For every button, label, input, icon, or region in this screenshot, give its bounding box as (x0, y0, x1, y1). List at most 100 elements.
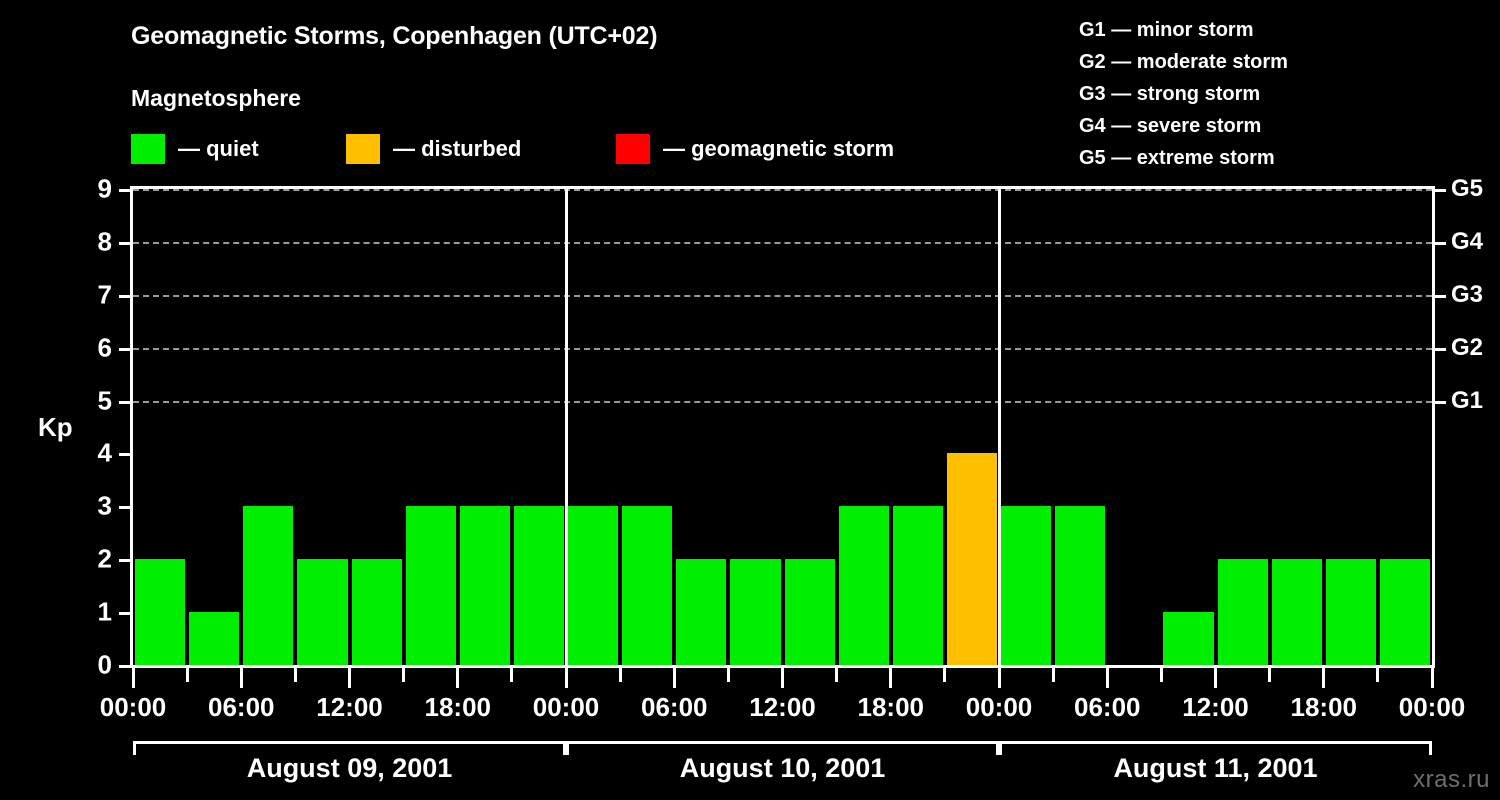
y-tick-7 (119, 294, 130, 298)
x-tick-10 (672, 668, 676, 688)
date-bracket-3 (999, 741, 1432, 755)
x-tick-19 (1159, 668, 1163, 682)
x-tick-label-7: 18:00 (857, 692, 925, 722)
bar-kp-bin-13 (838, 506, 889, 665)
date-bracket-2 (566, 741, 999, 755)
g-scale-legend: G1 — minor storm G2 — moderate storm G3 — … (1079, 14, 1288, 174)
x-tick-0 (131, 668, 135, 688)
y-tick-label-5: 5 (97, 385, 112, 416)
x-tick-6 (456, 668, 460, 688)
quiet-legend-label: — quiet (178, 136, 259, 161)
y-tick-label-0: 0 (97, 649, 112, 680)
gridline-kp-9 (133, 189, 1432, 191)
g-legend-row-3: G3 — strong storm (1079, 83, 1261, 105)
x-tick-label-10: 12:00 (1182, 692, 1249, 722)
x-tick-8 (564, 668, 568, 688)
bar-kp-bin-6 (459, 506, 510, 665)
x-tick-13 (835, 668, 839, 682)
y-tick-label-2: 2 (97, 543, 112, 574)
date-label-1: August 09, 2001 (246, 753, 453, 783)
date-bracket-1 (133, 741, 566, 755)
bar-kp-bin-1 (189, 612, 240, 665)
date-label-3: August 11, 2001 (1113, 753, 1318, 783)
bar-kp-bin-0 (135, 559, 186, 665)
disturbed-legend: — disturbed (346, 134, 521, 164)
g-legend-row-2: G2 — moderate storm (1079, 51, 1288, 73)
g-tick-label-G5: G5 (1451, 175, 1484, 202)
x-tick-label-4: 00:00 (532, 692, 600, 722)
disturbed-legend-label: — disturbed (393, 136, 522, 161)
bar-kp-bin-10 (676, 559, 727, 665)
gridline-kp-7 (133, 294, 1432, 297)
g-tick-G5 (1435, 189, 1446, 192)
x-tick-12 (781, 668, 784, 688)
watermark: xras.ru (1413, 766, 1490, 793)
disturbed-legend-swatch (346, 134, 380, 164)
y-tick-label-7: 7 (97, 279, 112, 310)
y-tick-9 (119, 189, 130, 192)
x-tick-1 (185, 668, 189, 682)
x-tick-18 (1105, 668, 1109, 688)
x-tick-20 (1214, 668, 1217, 688)
x-tick-5 (402, 668, 406, 682)
bar-kp-bin-20 (1217, 559, 1268, 665)
bar-kp-bin-7 (513, 506, 564, 665)
g-tick-label-G2: G2 (1451, 333, 1484, 361)
y-axis-title: Kp (38, 412, 73, 442)
y-tick-label-6: 6 (97, 332, 112, 363)
x-tick-22 (1322, 668, 1326, 688)
day-divider-1 (564, 189, 568, 665)
g-tick-G4 (1435, 241, 1446, 245)
quiet-legend: — quiet (131, 134, 259, 164)
bar-kp-bin-3 (297, 559, 348, 665)
bar-kp-bin-5 (405, 506, 456, 665)
gridline-kp-5 (133, 400, 1432, 403)
g-legend-row-4: G4 — severe storm (1079, 115, 1262, 137)
x-tick-11 (726, 668, 730, 682)
x-tick-4 (348, 668, 351, 688)
y-tick-6 (119, 347, 130, 351)
x-tick-24 (1430, 668, 1434, 688)
x-tick-label-3: 18:00 (424, 692, 492, 722)
x-tick-9 (618, 668, 622, 682)
chart-subtitle: Magnetosphere (131, 85, 301, 111)
y-tick-5 (119, 400, 130, 404)
y-tick-1 (119, 612, 130, 616)
g-tick-label-G3: G3 (1451, 280, 1484, 308)
x-tick-label-11: 18:00 (1290, 692, 1358, 722)
chart-plot-area (130, 186, 1435, 668)
x-tick-21 (1268, 668, 1272, 682)
g-tick-G1 (1435, 400, 1446, 404)
bar-kp-bin-21 (1271, 559, 1322, 665)
y-tick-2 (119, 559, 130, 563)
g-legend-row-1: G1 — minor storm (1079, 19, 1254, 41)
page-title: Geomagnetic Storms, Copenhagen (UTC+02) (131, 22, 658, 50)
bar-kp-bin-8 (568, 506, 619, 665)
x-tick-3 (293, 668, 297, 682)
day-divider-2 (997, 189, 1001, 665)
g-tick-label-G4: G4 (1451, 227, 1484, 255)
x-tick-15 (943, 668, 947, 682)
x-tick-23 (1376, 668, 1380, 682)
bar-kp-bin-4 (351, 559, 402, 665)
bar-kp-bin-22 (1325, 559, 1376, 665)
x-tick-label-1: 06:00 (208, 692, 275, 722)
y-tick-label-4: 4 (97, 437, 112, 468)
gridline-kp-6 (133, 347, 1432, 350)
y-tick-0 (119, 665, 130, 668)
bar-kp-bin-2 (243, 506, 294, 665)
y-tick-label-1: 1 (97, 596, 112, 627)
x-tick-17 (1051, 668, 1055, 682)
quiet-legend-swatch (131, 134, 165, 164)
bar-kp-bin-17 (1055, 506, 1106, 665)
bar-kp-bin-11 (730, 559, 781, 665)
g-tick-label-G1: G1 (1451, 386, 1484, 414)
y-tick-label-9: 9 (97, 173, 112, 204)
bar-kp-bin-23 (1379, 559, 1430, 665)
g-tick-G3 (1435, 294, 1446, 298)
g-tick-G2 (1435, 347, 1446, 351)
x-tick-label-5: 06:00 (641, 692, 708, 722)
y-tick-4 (119, 453, 130, 457)
bar-kp-bin-12 (784, 559, 835, 665)
storm-legend-label: — geomagnetic storm (663, 136, 895, 161)
